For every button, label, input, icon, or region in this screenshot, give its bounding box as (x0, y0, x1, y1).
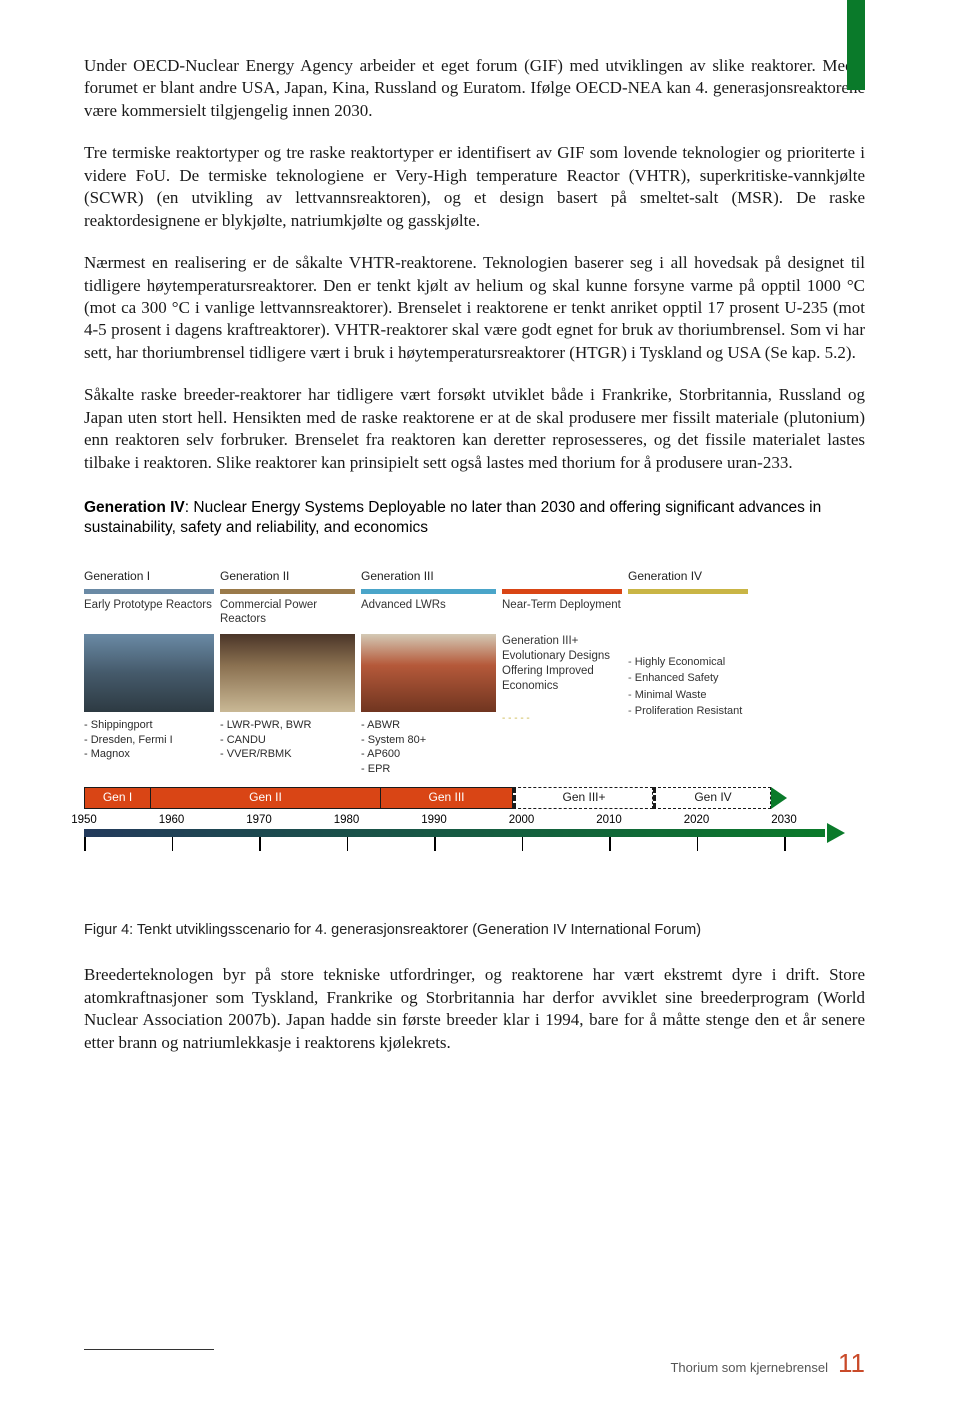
generation-item: Highly Economical (628, 654, 748, 671)
generation-heading: Generation I (84, 569, 214, 585)
axis-year-label: 1970 (246, 813, 272, 828)
generation-subtitle (628, 598, 748, 628)
axis-year-label: 2010 (596, 813, 622, 828)
footer-text: Thorium som kjernebrensel (670, 1359, 828, 1376)
generation-image (361, 634, 496, 712)
axis-year-label: 1960 (159, 813, 185, 828)
generation-accent-bar (628, 589, 748, 594)
arrow-right-icon (771, 787, 787, 809)
timeline-segment-gen2: Gen II (151, 787, 381, 809)
axis-tick (697, 837, 699, 851)
generation-item: CANDU (220, 733, 355, 748)
generation-subtitle: Near-Term Deployment (502, 598, 622, 628)
generation-column: Generation I Early Prototype Reactors Ship… (84, 569, 214, 777)
generation-item: Magnox (84, 747, 214, 762)
generation-heading: Generation III (361, 569, 496, 585)
generation-accent-bar (361, 589, 496, 594)
section-tab (847, 0, 865, 90)
generation-item: Shippingport (84, 718, 214, 733)
generation-column: Generation III Advanced LWRs ABWRSystem 80… (361, 569, 496, 777)
generation-item: Dresden, Fermi I (84, 733, 214, 748)
generation-accent-bar (84, 589, 214, 594)
axis-tick (522, 837, 524, 851)
generation-subtitle: Commercial Power Reactors (220, 598, 355, 628)
generations-row: Generation I Early Prototype Reactors Ship… (84, 569, 865, 777)
generation-accent-bar (220, 589, 355, 594)
figure-title: Generation IV: Nuclear Energy Systems De… (84, 498, 865, 539)
axis-arrow-icon (827, 823, 845, 843)
generation-item-list: ShippingportDresden, Fermi IMagnox (84, 718, 214, 763)
generation-item: EPR (361, 762, 496, 777)
axis-tick (259, 837, 261, 851)
axis-year-label: 2030 (771, 813, 797, 828)
generation-item: Proliferation Resistant (628, 703, 748, 720)
axis-tick (434, 837, 436, 851)
dotted-connector: - - - - - (502, 712, 622, 725)
generation-image (84, 634, 214, 712)
page-number: 11 (838, 1346, 865, 1380)
generation-accent-bar (502, 589, 622, 594)
generation-item: AP600 (361, 747, 496, 762)
axis-tick (347, 837, 349, 851)
figure-caption: Figur 4: Tenkt utviklingsscenario for 4.… (84, 921, 865, 940)
timeline-segment-gen3plus: Gen III+ (513, 787, 653, 809)
page-content: Under OECD-Nuclear Energy Agency arbeide… (0, 0, 960, 1054)
timeline-segment-gen4: Gen IV (653, 787, 771, 809)
axis-tick (172, 837, 174, 851)
axis-line (84, 829, 825, 837)
generation-description: Generation III+ Evolutionary Designs Off… (502, 634, 622, 712)
body-paragraph: Under OECD-Nuclear Energy Agency arbeide… (84, 55, 865, 122)
generation-heading: Generation II (220, 569, 355, 585)
generation-item: LWR-PWR, BWR (220, 718, 355, 733)
generation-item-list: Highly EconomicalEnhanced SafetyMinimal … (628, 654, 748, 720)
axis-tick (784, 837, 786, 851)
figure-title-rest: : Nuclear Energy Systems Deployable no l… (84, 499, 821, 536)
axis-year-label: 1950 (71, 813, 97, 828)
body-paragraph: Breederteknologen byr på store tekniske … (84, 964, 865, 1054)
body-paragraph: Nærmest en realisering er de såkalte VHT… (84, 252, 865, 364)
figure-title-bold: Generation IV (84, 499, 185, 516)
axis-year-label: 1980 (334, 813, 360, 828)
timeline-segment-gen3: Gen III (381, 787, 513, 809)
generation-item: ABWR (361, 718, 496, 733)
body-paragraph: Tre termiske reaktortyper og tre raske r… (84, 142, 865, 232)
generation-item-list: LWR-PWR, BWRCANDUVVER/RBMK (220, 718, 355, 763)
generation-item: Enhanced Safety (628, 670, 748, 687)
generation-column: Generation II Commercial Power Reactors LW… (220, 569, 355, 777)
generation-column: Near-Term Deployment Generation III+ Evol… (502, 569, 622, 777)
axis-year-label: 2000 (509, 813, 535, 828)
timeline-axis: 195019601970198019902000201020202030 (84, 813, 865, 853)
generation-column: Generation IV Highly EconomicalEnhanced S… (628, 569, 748, 777)
axis-year-label: 1990 (421, 813, 447, 828)
timeline-segment-gen1: Gen I (84, 787, 151, 809)
generation-item: Minimal Waste (628, 687, 748, 704)
generation-subtitle: Advanced LWRs (361, 598, 496, 628)
axis-tick (84, 837, 86, 851)
generation-item: VVER/RBMK (220, 747, 355, 762)
generation-heading: Generation IV (628, 569, 748, 585)
generation-item-list: ABWRSystem 80+AP600EPR (361, 718, 496, 777)
page-footer: Thorium som kjernebrensel 11 (670, 1346, 865, 1380)
figure-generation-iv: Generation IV: Nuclear Energy Systems De… (84, 498, 865, 853)
timeline-bars: Gen I Gen II Gen III Gen III+ Gen IV (84, 787, 865, 809)
generation-heading (502, 569, 622, 585)
generation-image (220, 634, 355, 712)
axis-tick (609, 837, 611, 851)
generation-subtitle: Early Prototype Reactors (84, 598, 214, 628)
body-paragraph: Såkalte raske breeder-reaktorer har tidl… (84, 384, 865, 474)
footnote-rule (84, 1349, 214, 1350)
generation-item: System 80+ (361, 733, 496, 748)
axis-year-label: 2020 (684, 813, 710, 828)
